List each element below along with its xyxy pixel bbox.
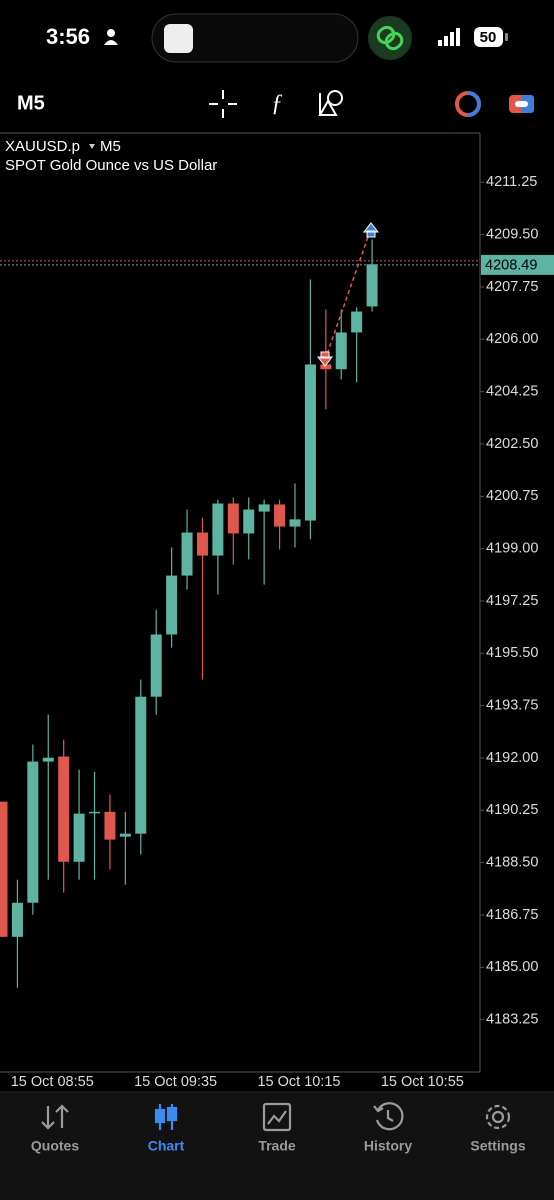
history-icon[interactable] (373, 1102, 404, 1131)
y-tick-label: 4193.75 (486, 697, 538, 713)
candle-body (289, 519, 301, 527)
x-tick-label: 15 Oct 08:55 (11, 1074, 94, 1090)
y-tick-label: 4195.50 (486, 645, 538, 661)
candle-body (119, 833, 131, 837)
candle-body (0, 801, 8, 937)
y-tick-label: 4185.00 (486, 959, 538, 975)
y-tick-label: 4197.25 (486, 593, 538, 609)
x-tick-label: 15 Oct 09:35 (134, 1074, 217, 1090)
link-glyph (376, 25, 404, 51)
candle-body (73, 813, 85, 862)
candle-body (58, 756, 70, 862)
tab-label[interactable]: Trade (258, 1138, 296, 1154)
trade-link (324, 233, 370, 361)
candle-body (304, 364, 316, 521)
battery (474, 27, 503, 47)
symbol-dropdown[interactable] (89, 144, 95, 149)
y-tick-label: 4200.75 (486, 488, 538, 504)
candle-body (227, 503, 239, 534)
candle-body (166, 575, 178, 635)
chart-timeframe: M5 (100, 138, 121, 155)
buy-arrow (362, 222, 380, 238)
timeframe-button[interactable]: M5 (17, 92, 45, 114)
symbol: XAUUSD.p (5, 138, 80, 155)
tab-label[interactable]: Quotes (31, 1138, 79, 1154)
candle-body (274, 504, 286, 527)
y-tick-label: 4211.25 (486, 174, 537, 190)
candle-body (335, 332, 347, 370)
toggle-button[interactable] (509, 95, 534, 113)
tab-icons (41, 1102, 511, 1132)
chart-icon[interactable] (154, 1104, 178, 1130)
price-tag (481, 254, 554, 275)
price-tag-label: 4208.49 (485, 258, 537, 274)
y-tick-label: 4192.00 (486, 750, 538, 766)
settings-icon[interactable] (485, 1104, 511, 1130)
x-tick-label: 15 Oct 10:15 (257, 1074, 340, 1090)
plot: 4211.25 4209.50 4207.75 4206.00 4204.25 4202.… (0, 174, 554, 1090)
x-tick-label: 15 Oct 10:55 (381, 1074, 464, 1090)
y-tick-label: 4199.00 (486, 541, 538, 557)
symbol-description: SPOT Gold Ounce vs US Dollar (5, 157, 217, 174)
indicators-button[interactable]: ƒ (271, 91, 283, 117)
y-tick-label: 4209.50 (486, 227, 538, 243)
tab-label[interactable]: Settings (470, 1138, 525, 1154)
app-icon (164, 24, 193, 53)
quotes-icon[interactable] (41, 1104, 69, 1130)
battery-level: 50 (480, 29, 497, 46)
trade-button[interactable] (455, 91, 481, 117)
y-tick-label: 4204.25 (486, 384, 538, 400)
dynamic-island (151, 13, 359, 63)
candle-body (320, 364, 332, 370)
candle-body (135, 696, 147, 834)
candle-body (196, 532, 208, 556)
person-icon (104, 29, 118, 45)
candle-body (243, 509, 255, 534)
objects-button[interactable] (318, 90, 343, 116)
candle-body (351, 311, 363, 333)
y-tick-label: 4190.25 (486, 802, 538, 818)
sell-arrow (316, 351, 334, 367)
y-tick-label: 4188.50 (486, 854, 538, 870)
y-tick-label: 4206.00 (486, 331, 538, 347)
link-icon (368, 16, 412, 60)
candle-body (104, 811, 116, 840)
candle-body (366, 264, 378, 307)
candle-body (42, 757, 54, 762)
candle-body (258, 504, 270, 512)
signal-icon (438, 28, 460, 46)
candle-body (89, 811, 101, 814)
y-tick-label: 4202.50 (486, 436, 538, 452)
candle-body (212, 503, 224, 556)
candle-body (150, 634, 162, 697)
candle-body (181, 532, 193, 576)
clock: 3:56 (46, 24, 90, 49)
candle-body (27, 761, 39, 903)
crosshair-button[interactable] (209, 90, 237, 118)
tab-label[interactable]: Chart (148, 1138, 185, 1154)
y-tick-label: 4183.25 (486, 1011, 538, 1027)
y-tick-label: 4207.75 (486, 279, 538, 295)
y-tick-label: 4186.75 (486, 907, 538, 923)
trade-icon[interactable] (262, 1102, 292, 1132)
tab-bar (0, 1092, 554, 1200)
battery-tip (505, 33, 508, 41)
tab-label[interactable]: History (364, 1138, 412, 1154)
candle-body (11, 902, 23, 937)
